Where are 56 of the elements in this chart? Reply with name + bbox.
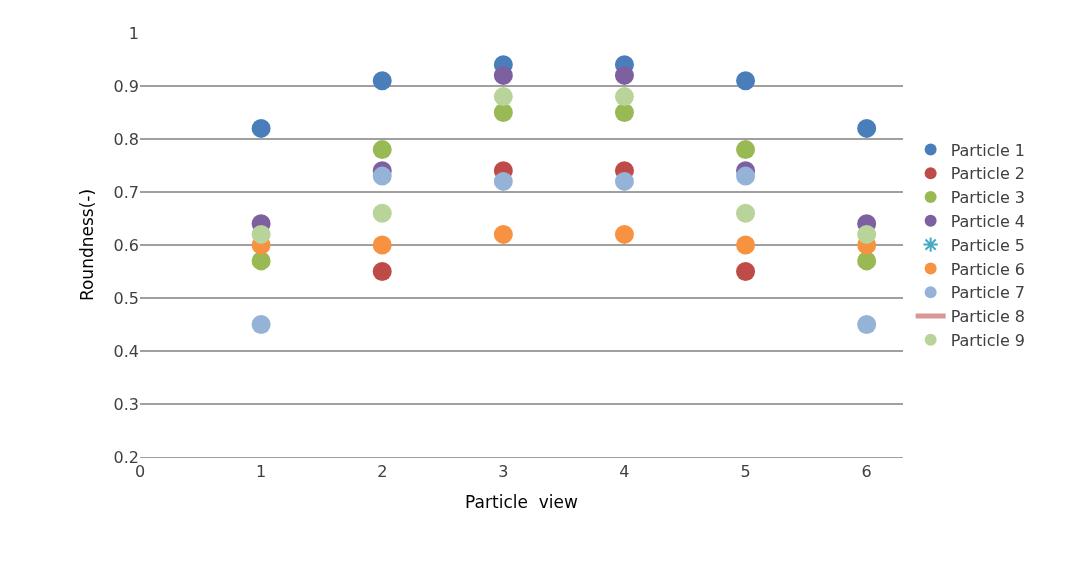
point (736, 140, 756, 160)
x-axis-title: Particle view (465, 491, 578, 512)
legend-label: Particle 1 (950, 140, 1026, 160)
x-tick-label: 3 (498, 462, 509, 482)
point (857, 251, 877, 271)
legend-label: Particle 4 (950, 212, 1026, 232)
point (251, 224, 271, 244)
point (251, 315, 271, 334)
y-tick-label: 0.4 (113, 341, 139, 361)
point (372, 166, 392, 186)
point (372, 71, 392, 91)
legend-label: Particle 8 (950, 307, 1026, 327)
legend-label: Particle 2 (950, 164, 1026, 184)
point (493, 224, 513, 244)
y-tick-label: 0.9 (113, 76, 139, 96)
legend-label: Particle 9 (950, 331, 1026, 351)
point (493, 103, 513, 122)
x-tick-label: 5 (740, 462, 751, 482)
legend-label: Particle 5 (950, 235, 1026, 255)
point (493, 171, 513, 191)
x-tick-label: 2 (377, 462, 388, 482)
point (614, 87, 634, 107)
point (251, 118, 271, 138)
legend-label: Particle 6 (950, 259, 1026, 279)
x-tick-label: 4 (619, 462, 630, 482)
x-tick-label: 6 (861, 462, 872, 482)
y-axis-title: Roundness(-) (77, 188, 98, 302)
point (736, 71, 756, 91)
legend-label: Particle 3 (950, 188, 1026, 208)
y-tick-label: 0.6 (113, 235, 139, 255)
point (493, 87, 513, 107)
point (614, 103, 634, 122)
x-tick-label: 0 (134, 462, 146, 482)
point (736, 166, 756, 186)
y-tick-label: 1 (128, 23, 139, 43)
point (372, 203, 392, 223)
y-tick-label: 0.7 (113, 182, 139, 202)
point (614, 171, 634, 191)
point (372, 140, 392, 160)
point (736, 235, 756, 255)
point (372, 262, 392, 281)
point (736, 203, 756, 223)
point (614, 65, 634, 85)
legend-label: Particle 7 (950, 283, 1026, 303)
y-tick-label: 0.3 (113, 394, 139, 414)
y-tick-label: 0.8 (113, 129, 139, 149)
point (614, 224, 634, 244)
point (857, 118, 877, 138)
point (736, 262, 756, 281)
x-tick-label: 1 (256, 462, 267, 482)
point (372, 235, 392, 255)
y-tick-label: 0.5 (113, 288, 139, 308)
point (857, 315, 877, 334)
point (493, 65, 513, 85)
point (251, 251, 271, 271)
point (857, 224, 877, 244)
